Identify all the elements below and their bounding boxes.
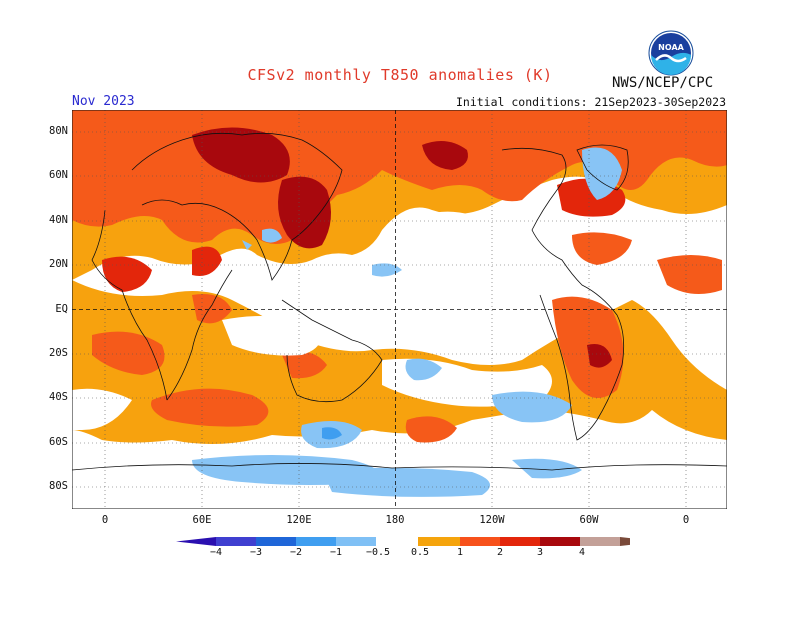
lat-lon-grid	[72, 110, 727, 509]
colorbar-label-minus3: −3	[249, 547, 263, 558]
lon-label-120e: 120E	[286, 514, 312, 526]
colorbar	[176, 537, 630, 546]
colorbar-label-minus4: −4	[209, 547, 223, 558]
colorbar-label-1: 1	[456, 547, 464, 558]
colorbar-label-3: 3	[536, 547, 544, 558]
colorbar-label-minus2: −2	[289, 547, 303, 558]
colorbar-label-4: 4	[578, 547, 586, 558]
lat-label-80n: 80N	[49, 125, 68, 137]
colorbar-swatches	[176, 537, 630, 546]
noaa-logo-text: NOAA	[658, 43, 684, 52]
agency-label: NWS/NCEP/CPC	[612, 75, 714, 91]
colorbar-swatch	[336, 537, 376, 546]
lat-label-60s: 60S	[49, 436, 68, 448]
coastlines	[72, 132, 727, 471]
colorbar-swatch	[216, 537, 256, 546]
warm-anomaly-regions	[72, 110, 727, 294]
colorbar-swatch	[460, 537, 500, 546]
colorbar-label-minus1: −1	[329, 547, 343, 558]
noaa-logo-icon: NOAA	[648, 30, 694, 76]
colorbar-swatch	[540, 537, 580, 546]
lon-label-0: 0	[101, 514, 109, 526]
map-title: CFSv2 monthly T850 anomalies (K)	[247, 66, 553, 84]
forecast-month: Nov 2023	[72, 94, 135, 109]
anomaly-map	[72, 110, 727, 509]
colorbar-swatch	[256, 537, 296, 546]
lon-label-60w: 60W	[579, 514, 599, 526]
lon-label-180: 180	[385, 514, 405, 526]
initial-conditions: Initial conditions: 21Sep2023-30Sep2023	[455, 95, 726, 109]
lat-label-20n: 20N	[49, 258, 68, 270]
colorbar-label-minus0-5: −0.5	[365, 547, 391, 558]
lat-label-40n: 40N	[49, 214, 68, 226]
colorbar-swatch	[296, 537, 336, 546]
lon-label-60e: 60E	[192, 514, 212, 526]
colorbar-label-0-5: 0.5	[410, 547, 430, 558]
colorbar-extend-low	[176, 537, 216, 546]
lon-label-0-east: 0	[682, 514, 690, 526]
colorbar-swatch	[500, 537, 540, 546]
lat-label-20s: 20S	[49, 347, 68, 359]
center-lines	[72, 110, 727, 509]
cool-anomaly-regions	[192, 147, 622, 497]
lat-label-60n: 60N	[49, 169, 68, 181]
colorbar-swatch	[418, 537, 460, 546]
lon-label-120w: 120W	[479, 514, 505, 526]
lat-label-40s: 40S	[49, 391, 68, 403]
colorbar-label-2: 2	[496, 547, 504, 558]
colorbar-swatch	[580, 537, 620, 546]
lat-label-eq: EQ	[55, 303, 68, 315]
colorbar-extend-high	[620, 537, 630, 546]
colorbar-swatch	[376, 537, 418, 546]
lat-label-80s: 80S	[49, 480, 68, 492]
